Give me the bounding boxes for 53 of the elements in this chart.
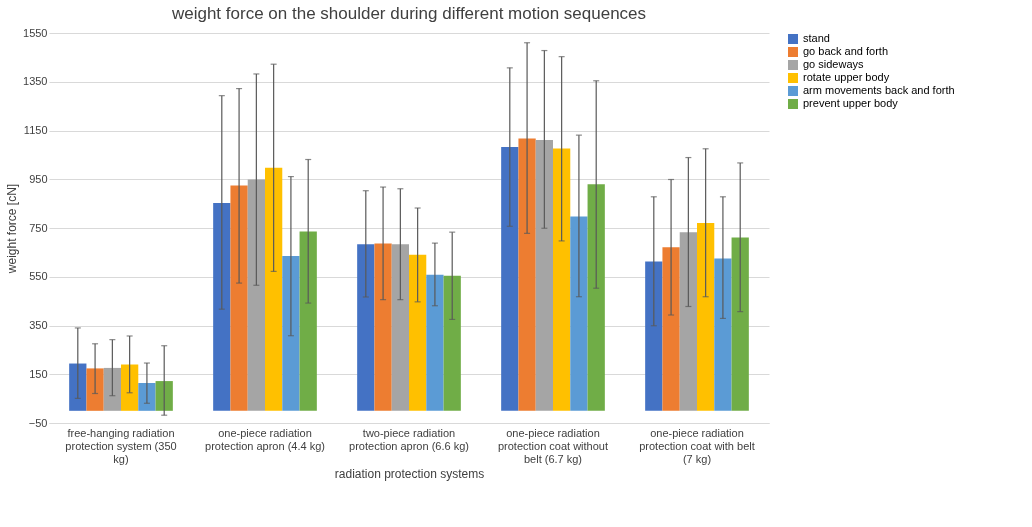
y-tick-label: 1550 [23,26,48,39]
bar [230,185,248,411]
bar [121,364,139,411]
x-axis-title: radiation protection systems [334,466,485,481]
y-tick-label: 550 [29,270,48,283]
y-tick-label: 350 [29,319,48,331]
legend-label: arm movements back and forth [803,84,955,96]
bar [426,274,444,411]
bar [679,232,697,411]
bar [391,244,409,411]
bar [138,383,156,411]
chart-title: weight force on the shoulder during different motion sequences [170,4,647,23]
bar [443,275,461,411]
y-tick-label: 1350 [23,75,48,88]
bar [247,179,265,411]
bar [697,222,715,411]
bar [645,261,663,411]
x-tick-label: one-piece radiation protection apron (4.4 kg) [205,426,325,452]
y-tick-label: 950 [29,172,48,185]
bar [553,148,571,411]
bar [501,147,519,411]
legend-label: go sideways [803,58,865,70]
bar [155,381,173,411]
bar [662,247,680,411]
bar [357,244,375,411]
y-axis-title: weight force [cN] [5,183,20,275]
bar [69,363,87,411]
bar [86,368,104,411]
y-tick-label: 150 [29,367,48,380]
y-tick-label: 1150 [23,124,48,136]
bar [374,243,392,411]
bar [299,231,317,411]
legend-label: stand [803,32,830,44]
x-tick-label: one-piece radiation protection coat without belt (6.7 kg) [497,426,609,465]
bar [265,167,283,411]
y-tick-label: 750 [29,221,48,234]
bar [213,202,231,411]
bar [570,216,588,411]
bar [409,254,427,411]
bar [535,140,553,411]
x-tick-label: two-piece radiation protection apron (6.6 kg) [349,426,469,452]
bar [731,237,749,411]
bar [103,367,121,411]
bar [282,256,300,411]
legend-label: prevent upper body [803,97,899,109]
legend-label: rotate upper body [803,71,890,83]
x-tick-label: one-piece radiation protection coat with belt (7 kg) [639,426,755,465]
bar [587,184,605,411]
y-tick-label: −50 [28,416,48,429]
x-tick-label: free-hanging radiation protection system (350 kg) [65,426,177,465]
legend-label: go back and forth [803,45,889,57]
bar [714,258,732,411]
bar [518,138,536,411]
